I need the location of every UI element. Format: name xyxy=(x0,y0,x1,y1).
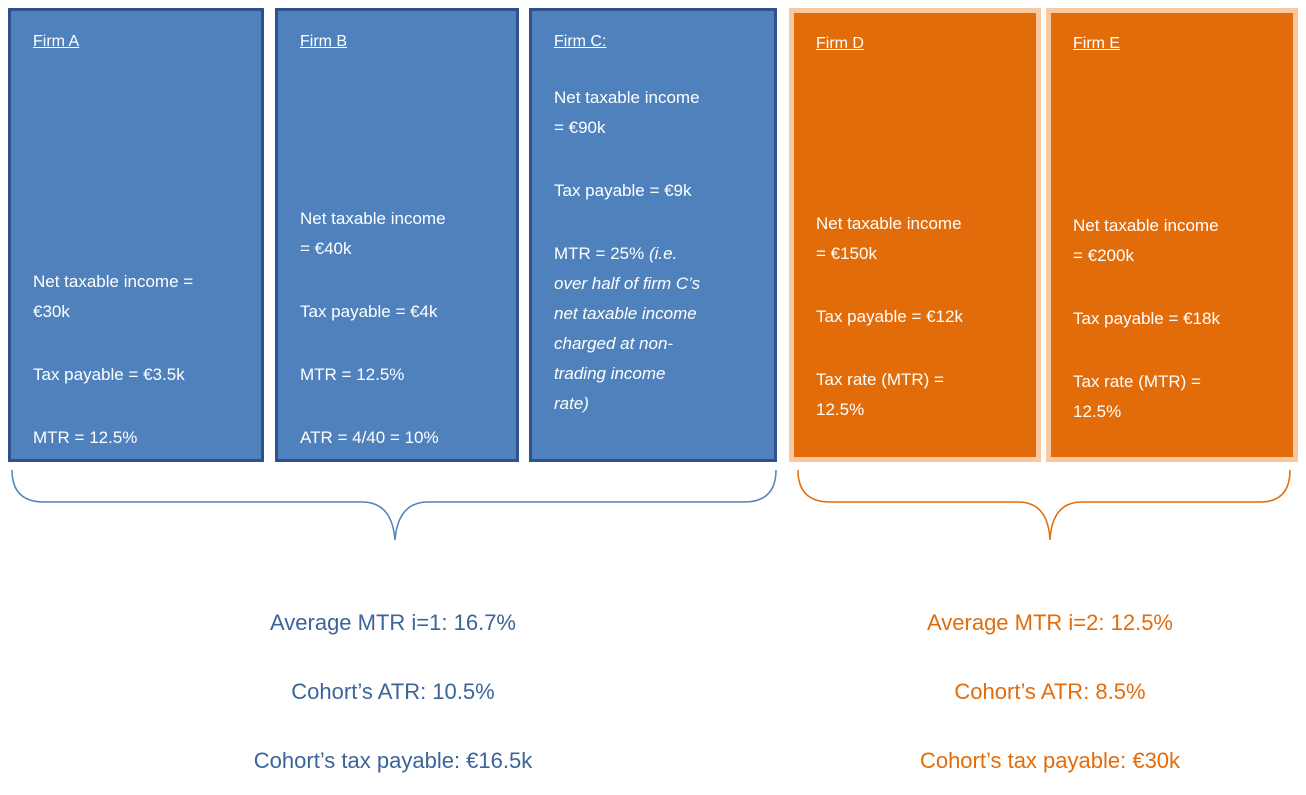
paragraph: ATR = 4/40 = 10% xyxy=(300,423,508,453)
text-line: Net taxable income xyxy=(816,214,962,233)
text-line: €30k xyxy=(33,302,70,321)
text-line: = €90k xyxy=(554,118,606,137)
text-line: Tax payable = €18k xyxy=(1073,309,1220,328)
paragraph: Net taxable income = €150k xyxy=(816,209,1028,269)
text-line: ATR = 4/40 = 10% xyxy=(300,428,439,447)
paragraph: Net taxable income = €90k xyxy=(554,83,766,143)
note: (i.e. xyxy=(648,244,678,263)
firm-box: Firm C: Net taxable income = €90k Tax payab… xyxy=(529,8,777,462)
text-line: = €40k xyxy=(300,239,352,258)
note-line: trading income xyxy=(554,364,666,383)
summary-line: Cohort’s ATR: 8.5% xyxy=(954,679,1146,704)
text-line: MTR = 12.5% xyxy=(300,365,405,384)
text-line: Tax payable = €9k xyxy=(554,181,692,200)
summary-line: Cohort’s tax payable: €16.5k xyxy=(253,748,533,773)
paragraph: Tax payable = €18k xyxy=(1073,304,1285,334)
firm-title: Firm B xyxy=(300,33,348,50)
blue-brace xyxy=(11,469,777,541)
orange-brace xyxy=(797,469,1291,541)
text-line: MTR = 25% (i.e. xyxy=(554,239,766,269)
note-line: net taxable income xyxy=(554,304,697,323)
cohort-summary: Average MTR i=1: 16.7% Cohort’s ATR: 10.5… xyxy=(143,588,643,795)
cohort-summary: Average MTR i=2: 12.5% Cohort’s ATR: 8.5%… xyxy=(800,588,1300,795)
firm-body: Net taxable income = €150k Tax payable = €… xyxy=(816,209,1028,458)
text: MTR = 25% xyxy=(554,244,645,263)
paragraph: MTR = 12.5% xyxy=(33,423,253,453)
summary-line: Average MTR i=2: 12.5% xyxy=(927,610,1173,635)
text-line: Tax payable = €4k xyxy=(300,302,438,321)
paragraph: Tax payable = €12k xyxy=(816,302,1028,332)
firm-body: Net taxable income = €200k Tax payable = €… xyxy=(1073,211,1285,460)
firm-box: Firm B Net taxable income = €40k Tax payabl… xyxy=(275,8,519,462)
paragraph: Tax payable = €4k xyxy=(300,297,508,327)
note-line: charged at non- xyxy=(554,334,674,353)
firm-title: Firm A xyxy=(33,33,80,50)
text-line: Tax rate (MTR) = xyxy=(1073,372,1201,391)
text-line: Net taxable income xyxy=(1073,216,1219,235)
text-line: MTR = 12.5% xyxy=(33,428,138,447)
text-line: Tax payable = €3.5k xyxy=(33,365,185,384)
paragraph: Tax rate (MTR) = 12.5% xyxy=(816,365,1028,425)
paragraph: Tax payable = €9k xyxy=(554,176,766,206)
firm-box: Firm A Net taxable income = €30k Tax payabl… xyxy=(8,8,264,462)
firm-box: Firm E Net taxable income = €200k Tax payab… xyxy=(1046,8,1298,462)
text-line: Net taxable income xyxy=(554,88,700,107)
firm-title: Firm E xyxy=(1073,35,1121,52)
note-line: rate) xyxy=(554,394,589,413)
firm-body: Net taxable income = €90k Tax payable = €9… xyxy=(554,83,766,452)
paragraph: Tax payable = €3.5k xyxy=(33,360,253,390)
text-line: = €200k xyxy=(1073,246,1134,265)
text-line: Net taxable income = xyxy=(33,272,194,291)
summary-line: Cohort’s tax payable: €30k xyxy=(919,748,1181,773)
summary-line: Average MTR i=1: 16.7% xyxy=(270,610,516,635)
paragraph: MTR = 12.5% xyxy=(300,360,508,390)
text-line: = €150k xyxy=(816,244,877,263)
firm-body: Net taxable income = €40k Tax payable = €4… xyxy=(300,204,508,486)
firm-box: Firm D Net taxable income = €150k Tax payab… xyxy=(789,8,1041,462)
paragraph: MTR = 25% (i.e. over half of firm C’s net … xyxy=(554,239,766,419)
page: Firm A Net taxable income = €30k Tax payabl… xyxy=(8,8,1298,773)
firm-title: Firm C: xyxy=(554,33,607,50)
note-line: over half of firm C’s xyxy=(554,274,701,293)
paragraph: Tax rate (MTR) = 12.5% xyxy=(1073,367,1285,427)
text-line: 12.5% xyxy=(816,400,865,419)
summary-line: Cohort’s ATR: 10.5% xyxy=(291,679,495,704)
text-line: Tax payable = €12k xyxy=(816,307,963,326)
firm-title: Firm D xyxy=(816,35,864,52)
text-line: Tax rate (MTR) = xyxy=(816,370,944,389)
text-line: 12.5% xyxy=(1073,402,1122,421)
text-line: Net taxable income xyxy=(300,209,446,228)
braces xyxy=(11,469,1291,541)
paragraph: Net taxable income = €200k xyxy=(1073,211,1285,271)
firm-body: Net taxable income = €30k Tax payable = €3… xyxy=(33,267,253,486)
paragraph: Net taxable income = €40k xyxy=(300,204,508,264)
paragraph: Net taxable income = €30k xyxy=(33,267,253,327)
